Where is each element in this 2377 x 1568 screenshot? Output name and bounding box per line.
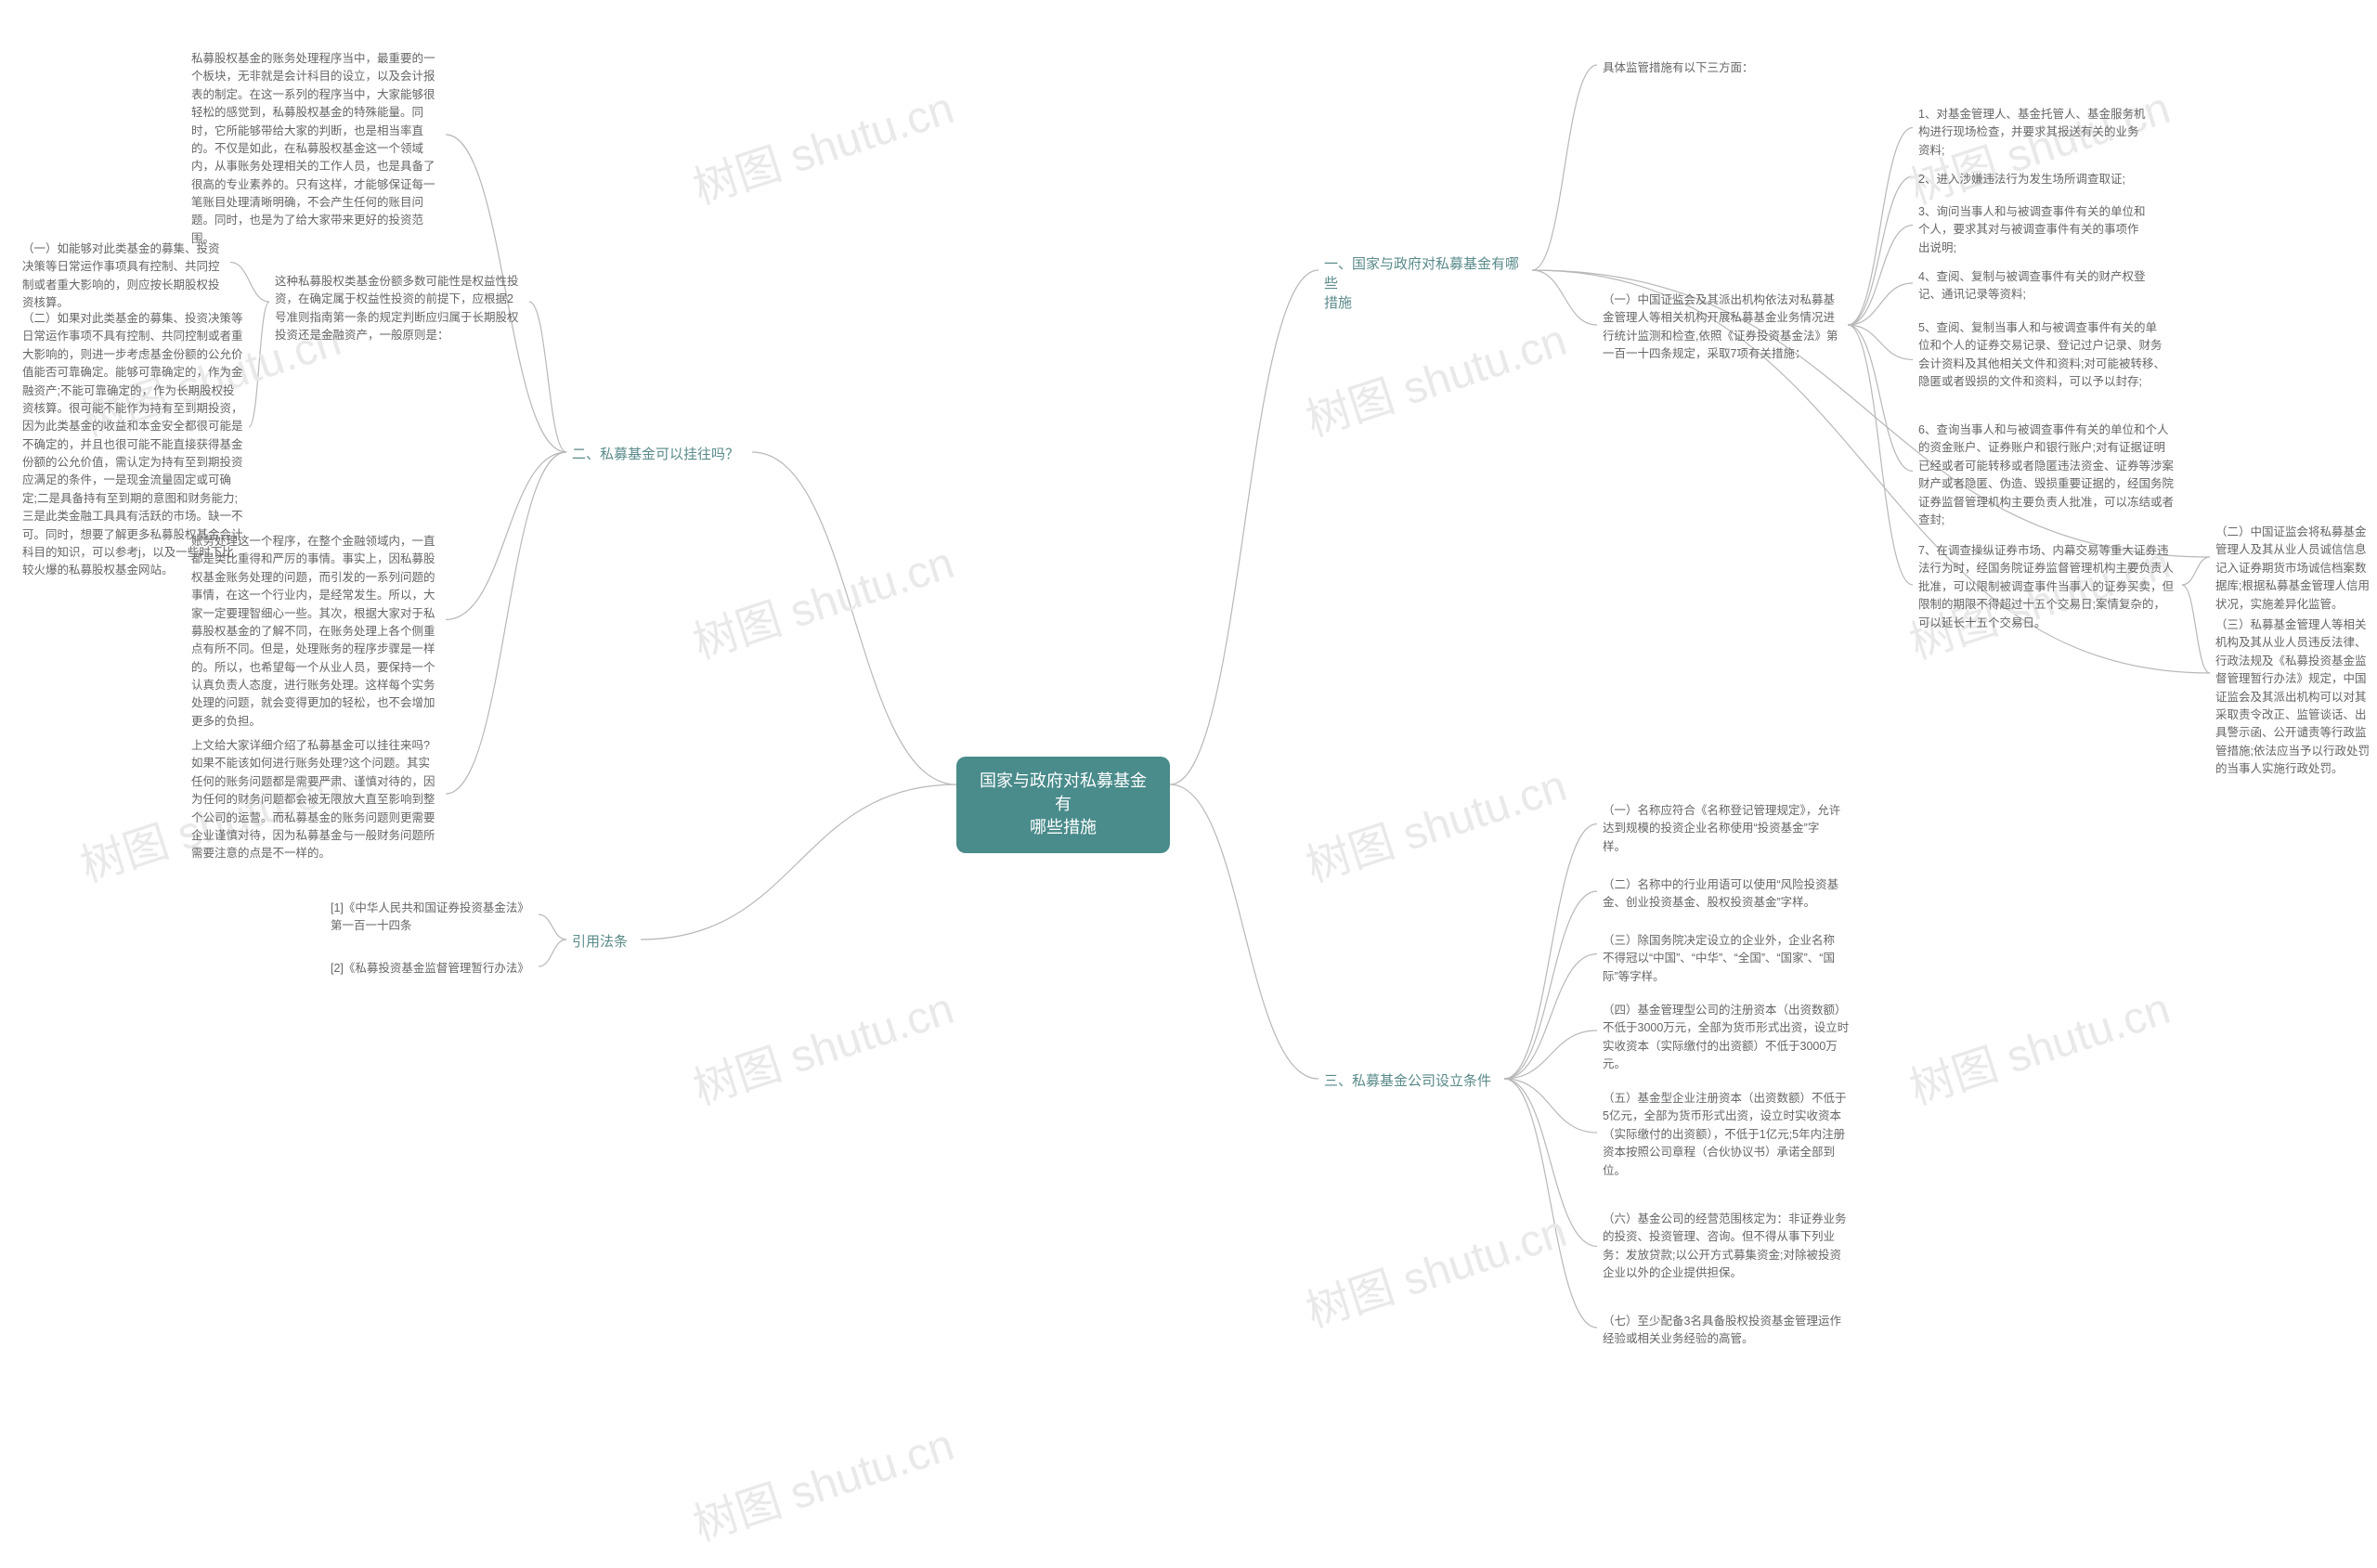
- leaf-b1c2: （一）中国证监会及其派出机构依法对私募基金管理人等相关机构开展私募基金业务情况进…: [1597, 288, 1848, 368]
- leaf-b3c7: （七）至少配备3名具备股权投资基金管理运作经验或相关业务经验的高管。: [1597, 1309, 1848, 1353]
- branch-b3: 三、私募基金公司设立条件: [1318, 1068, 1504, 1095]
- leaf-b3c6: （六）基金公司的经营范围核定为：非证券业务的投资、投资管理、咨询。但不得从事下列…: [1597, 1207, 1857, 1287]
- leaf-b1c2g: 7、在调查操纵证券市场、内幕交易等重大证券违法行为时，经国务院证券监督管理机构主…: [1913, 538, 2182, 636]
- leaf-b2c3: 账务处理这一个程序，在整个金融领域内，一直都是类比重得和严厉的事情。事实上，因私…: [186, 529, 446, 734]
- leaf-b4c2: [2]《私募投资基金监督管理暂行办法》: [325, 956, 539, 981]
- watermark: 树图 shutu.cn: [683, 972, 960, 1117]
- leaf-b1c2c: 3、询问当事人和与被调查事件有关的单位和个人，要求其对与被调查事件有关的事项作出…: [1913, 200, 2154, 261]
- leaf-b1c4: （三）私募基金管理人等相关机构及其从业人员违反法律、行政法规及《私募投资基金监督…: [2210, 613, 2377, 782]
- leaf-b2c2: 这种私募股权类基金份额多数可能性是权益性投资，在确定属于权益性投资的前提下，应根…: [269, 269, 529, 349]
- leaf-b3c1: （一）名称应符合《名称登记管理规定》，允许达到规模的投资企业名称使用“投资基金”…: [1597, 798, 1848, 860]
- leaf-b4c1: [1]《中华人民共和国证券投资基金法》 第一百一十四条: [325, 896, 539, 940]
- leaf-b2c4: 上文给大家详细介绍了私募基金可以挂往来吗?如果不能该如何进行账务处理?这个问题。…: [186, 733, 446, 867]
- watermark: 树图 shutu.cn: [1296, 749, 1573, 894]
- watermark: 树图 shutu.cn: [1900, 972, 2176, 1117]
- leaf-b1c2e: 5、查阅、复制当事人和与被调查事件有关的单位和个人的证券交易记录、登记过户记录、…: [1913, 316, 2173, 395]
- leaf-b1c2a: 1、对基金管理人、基金托管人、基金服务机构进行现场检查，并要求其报送有关的业务资…: [1913, 102, 2154, 163]
- watermark: 树图 shutu.cn: [683, 71, 960, 216]
- watermark: 树图 shutu.cn: [683, 1408, 960, 1553]
- watermark: 树图 shutu.cn: [1296, 304, 1573, 448]
- leaf-b3c5: （五）基金型企业注册资本（出资数额）不低于5亿元，全部为货币形式出资，设立时实收…: [1597, 1086, 1857, 1184]
- leaf-b2c1: 私募股权基金的账务处理程序当中，最重要的一个板块，无非就是会计科目的设立，以及会…: [186, 46, 446, 252]
- leaf-b3c2: （二）名称中的行业用语可以使用“风险投资基金、创业投资基金、股权投资基金”字样。: [1597, 873, 1848, 916]
- leaf-b1c2b: 2、进入涉嫌违法行为发生场所调查取证;: [1913, 167, 2154, 192]
- root-node: 国家与政府对私募基金有哪些措施: [956, 757, 1170, 853]
- branch-b1: 一、国家与政府对私募基金有哪些措施: [1318, 251, 1532, 317]
- leaf-b3c3: （三）除国务院决定设立的企业外，企业名称不得冠以“中国”、“中华”、“全国”、“…: [1597, 928, 1848, 990]
- leaf-b3c4: （四）基金管理型公司的注册资本（出资数额）不低于3000万元，全部为货币形式出资…: [1597, 998, 1857, 1078]
- branch-b2: 二、私募基金可以挂往吗？: [566, 441, 752, 468]
- leaf-b2c2a: （一）如能够对此类基金的募集、投资决策等日常运作事项具有控制、共同控制或者重大影…: [17, 237, 230, 317]
- leaf-b1c3: （二）中国证监会将私募基金管理人及其从业人员诚信信息记入证券期货市场诚信档案数据…: [2210, 520, 2377, 617]
- leaf-b1c2f: 6、查询当事人和与被调查事件有关的单位和个人的资金账户、证券账户和银行账户;对有…: [1913, 418, 2182, 533]
- leaf-b1c2d: 4、查阅、复制与被调查事件有关的财产权登记、通讯记录等资料;: [1913, 265, 2154, 308]
- watermark: 树图 shutu.cn: [1296, 1195, 1573, 1340]
- watermark: 树图 shutu.cn: [683, 526, 960, 671]
- branch-b4: 引用法条: [566, 928, 641, 955]
- leaf-b1c1: 具体监管措施有以下三方面：: [1597, 56, 1801, 81]
